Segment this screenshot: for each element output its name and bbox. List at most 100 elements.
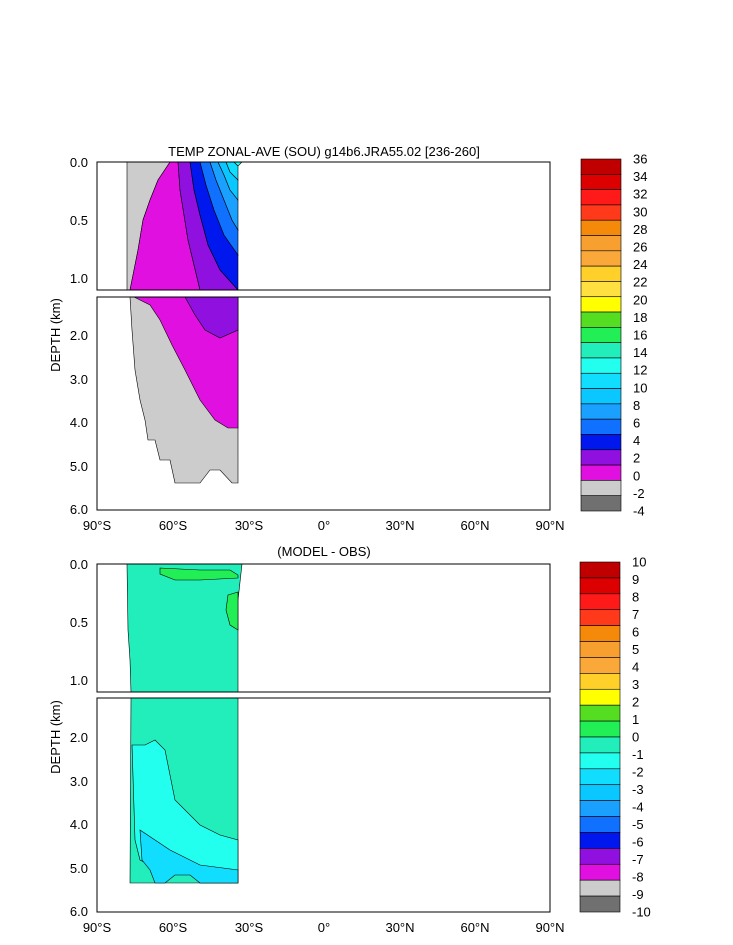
panel2-colorbar-label-5: 5 (632, 642, 639, 657)
panel2-xtick-30S: 30°S (235, 920, 264, 935)
panel1-ytick-3.0: 3.0 (70, 372, 88, 387)
panel1-colorbar-swatch-7 (580, 265, 622, 282)
panel1-lower-contours (129, 296, 239, 484)
panel2-xtick-90N: 90°N (535, 920, 564, 935)
panel1-colorbar-label-3: 30 (633, 204, 647, 219)
panel2-ytick-6.0: 6.0 (70, 904, 88, 919)
panel1-xtick-30N: 30°N (385, 518, 414, 533)
panel2-colorbar-swatch-20 (579, 879, 621, 897)
panel1-colorbar-swatch-21 (580, 480, 622, 496)
panel1-xtick-30S: 30°S (235, 518, 264, 533)
panel1-ytick-2.0: 2.0 (70, 328, 88, 343)
panel1-colorbar-label-13: 10 (633, 380, 647, 395)
panel1-colorbar-label-11: 14 (633, 345, 647, 360)
panel1-ytick-0.0: 0.0 (70, 155, 88, 170)
panel1-colorbar-swatch-11 (580, 327, 622, 343)
panel2-ytick-3.0: 3.0 (70, 774, 88, 789)
panel2-colorbar-swatch-9 (579, 704, 621, 722)
panel1-colorbar-swatch-16 (580, 403, 622, 420)
panel2-lower-frame (96, 697, 551, 913)
panel2-upper-region-green1 (159, 567, 239, 581)
panel2-colorbar-label-6: 4 (632, 660, 639, 675)
panel1-colorbar-label-7: 22 (633, 275, 647, 290)
panel1-colorbar-swatch-10 (580, 311, 622, 328)
panel2-colorbar-label-9: 1 (632, 712, 639, 727)
panel2-colorbar-label-10: 0 (632, 730, 639, 745)
panel2-colorbar-swatch-4 (579, 625, 621, 642)
panel2-colorbar-label-15: -5 (632, 817, 644, 832)
panel1-colorbar-label-17: 2 (633, 451, 640, 466)
panel-temperature: TEMP ZONAL-AVE (SOU) g14b6.JRA55.02 [236… (48, 144, 647, 533)
panel1-colorbar-label-9: 18 (633, 310, 647, 325)
panel2-colorbar-swatch-13 (579, 768, 621, 786)
panel1-colorbar-label-20: -4 (633, 504, 645, 519)
panel1-colorbar-label-2: 32 (633, 187, 647, 202)
panel2-colorbar-label-7: 3 (632, 677, 639, 692)
panel2-colorbar-swatch-17 (579, 832, 621, 849)
panel2-colorbar-label-19: -9 (632, 887, 644, 902)
panel1-colorbar-label-4: 28 (633, 222, 647, 237)
panel2-colorbar-swatch-0 (579, 561, 621, 579)
panel2-ytick-5.0: 5.0 (70, 861, 88, 876)
panel2-colorbar-swatch-10 (579, 720, 621, 738)
panel2-colorbar-label-3: 7 (632, 607, 639, 622)
panel2-colorbar-label-17: -7 (632, 852, 644, 867)
panel1-colorbar-label-5: 26 (633, 240, 647, 255)
panel1-xtick-60S: 60°S (159, 518, 188, 533)
panel1-ylabel: DEPTH (km) (48, 298, 63, 372)
panel1-colorbar-swatch-3 (580, 204, 622, 221)
panel2-colorbar-swatch-19 (579, 863, 621, 881)
panel1-colorbar-swatch-12 (580, 342, 622, 359)
panel2-ytick-0.5: 0.5 (70, 615, 88, 630)
panel2-colorbar-swatch-21 (579, 895, 621, 913)
panel1-colorbar-label-18: 0 (633, 468, 640, 483)
panel2-title: (MODEL - OBS) (277, 544, 370, 559)
panel1-ytick-4.0: 4.0 (70, 415, 88, 430)
panel1-colorbar-label-12: 12 (633, 363, 647, 378)
panel2-xtick-60S: 60°S (159, 920, 188, 935)
panel2-xtick-0: 0° (318, 920, 330, 935)
panel2-colorbar-label-12: -2 (632, 765, 644, 780)
panel1-ytick-5.0: 5.0 (70, 459, 88, 474)
panel2-ytick-4.0: 4.0 (70, 817, 88, 832)
panel1-colorbar-swatch-2 (580, 189, 622, 206)
panel2-colorbar-label-2: 8 (632, 590, 639, 605)
panel2-colorbar-label-1: 9 (632, 572, 639, 587)
panel2-lower-region-lightcyan (139, 829, 239, 884)
panel1-colorbar-swatch-20 (580, 464, 622, 481)
panel2-colorbar-swatch-12 (579, 752, 621, 770)
panel1-colorbar-label-15: 6 (633, 416, 640, 431)
panel1-xticks: 90°S 60°S 30°S 0° 30°N 60°N 90°N (83, 518, 565, 533)
panel1-colorbar-swatch-22 (580, 495, 622, 512)
panel2-xtick-30N: 30°N (385, 920, 414, 935)
panel1-colorbar-swatch-6 (580, 250, 622, 267)
panel1-ytick-6.0: 6.0 (70, 502, 88, 517)
panel2-colorbar-swatch-7 (579, 673, 621, 690)
panel1-xtick-60N: 60°N (460, 518, 489, 533)
panel1-colorbar-label-0: 36 (633, 152, 647, 167)
panel2-upper-contours (126, 563, 243, 693)
panel1-colorbar-swatch-13 (580, 357, 622, 374)
panel2-colorbar-swatch-8 (579, 688, 621, 706)
panel2-colorbar-swatch-6 (579, 657, 621, 674)
panel2-colorbar-swatch-18 (579, 848, 621, 865)
panel2-xtick-90S: 90°S (83, 920, 112, 935)
panel2-xtick-60N: 60°N (460, 920, 489, 935)
panel2-colorbar-label-11: -1 (632, 747, 644, 762)
panel2-colorbar-label-0: 10 (632, 555, 646, 570)
panel1-colorbar-swatch-8 (580, 281, 622, 298)
panel2-colorbar-label-13: -3 (632, 782, 644, 797)
panel1-colorbar-swatch-1 (580, 174, 622, 190)
panel2-colorbar-label-8: 2 (632, 695, 639, 710)
panel2-colorbar-swatch-1 (579, 577, 621, 595)
panel1-upper-contours (126, 161, 243, 291)
panel1-xtick-90N: 90°N (535, 518, 564, 533)
panel1-colorbar-swatch-18 (580, 434, 622, 451)
panel2-ytick-1.0: 1.0 (70, 673, 88, 688)
panel1-colorbar-swatch-5 (580, 235, 622, 252)
panel2-colorbar-label-18: -8 (632, 870, 644, 885)
panel1-xtick-0: 0° (318, 518, 330, 533)
panel2-ylabel: DEPTH (km) (48, 700, 63, 774)
